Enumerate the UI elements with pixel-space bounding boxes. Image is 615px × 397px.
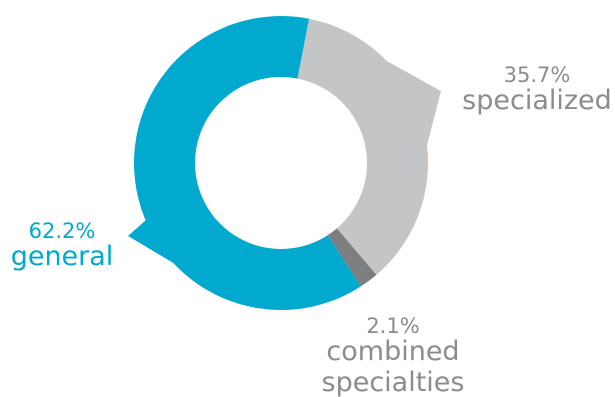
data-label-category: general: [11, 241, 114, 272]
data-label-percent: 62.2%: [29, 219, 96, 243]
donut-slices: [128, 15, 441, 311]
data-label-percent: 35.7%: [504, 63, 571, 87]
data-label-category: specialized: [462, 85, 612, 116]
slice-specialized: [297, 18, 428, 275]
callout-general: [128, 216, 211, 286]
data-label-percent: 2.1%: [366, 314, 419, 338]
slice-combined-specialties: [327, 228, 377, 287]
callout-specialized: [360, 46, 441, 165]
slice-general: [133, 15, 361, 311]
label-general: 62.2%general: [11, 219, 114, 272]
label-specialized: 35.7%specialized: [462, 63, 612, 116]
data-label-category: combined: [326, 336, 459, 367]
data-label-category: specialties: [322, 367, 465, 397]
